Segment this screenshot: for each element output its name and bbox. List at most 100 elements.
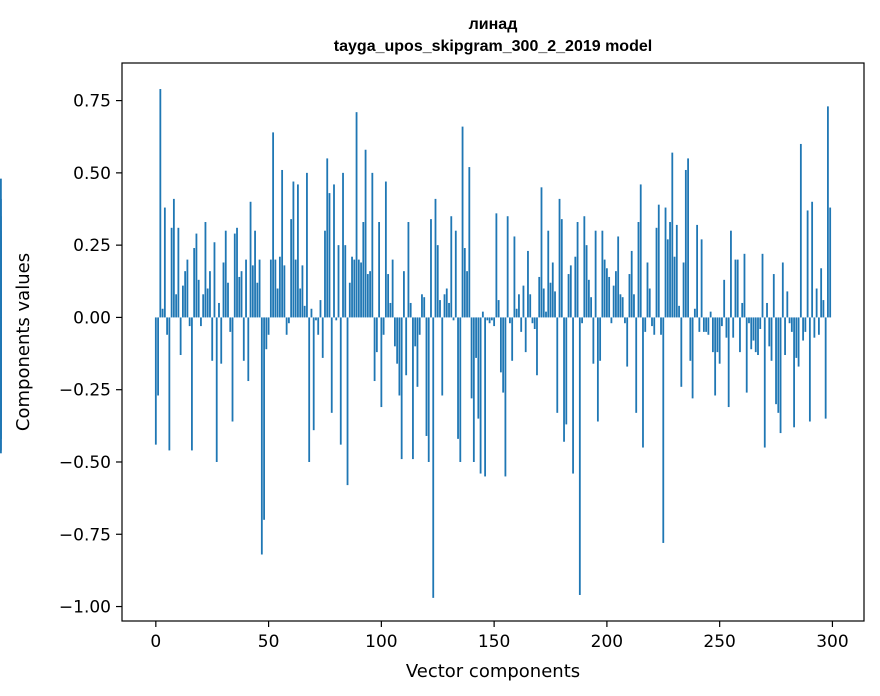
bar-192: [587, 279, 590, 318]
bar-240: [696, 224, 699, 318]
bar-7: [170, 227, 173, 318]
x-tick-label: 100: [365, 632, 397, 652]
bar-217: [644, 317, 647, 332]
bar-15: [188, 317, 191, 327]
x-tick-label: 0: [150, 632, 161, 652]
bar-180: [560, 219, 563, 318]
bar-152: [497, 300, 500, 318]
bar-112: [407, 222, 410, 318]
bar-232: [678, 305, 680, 318]
bar-45: [256, 282, 259, 318]
bar-70: [312, 317, 315, 431]
bar-213: [635, 317, 638, 413]
bar-175: [549, 282, 552, 318]
bar-290: [808, 317, 811, 422]
bar-160: [515, 308, 518, 318]
bar-129: [445, 288, 448, 318]
bar-291: [811, 201, 814, 318]
x-tick-label: 300: [816, 632, 848, 652]
bar-120: [425, 317, 428, 436]
bar-279: [784, 317, 786, 356]
bar-71: [315, 317, 317, 321]
bar-208: [624, 317, 626, 324]
bar-164: [524, 317, 527, 353]
bar-108: [398, 317, 401, 396]
bar-150: [493, 317, 496, 327]
bar-272: [768, 317, 771, 347]
bar-292: [813, 317, 816, 338]
bar-126: [439, 300, 441, 318]
bar-20: [200, 317, 202, 327]
bar-229: [671, 152, 674, 318]
bar-234: [682, 262, 685, 318]
bar-100: [380, 317, 383, 408]
bar-277: [779, 317, 782, 434]
bar-261: [743, 253, 746, 318]
bar-27: [215, 317, 218, 462]
bar-138: [466, 271, 468, 318]
bar-199: [603, 259, 606, 318]
bar-159: [513, 236, 516, 318]
bar-94: [366, 274, 369, 318]
bar-51: [269, 259, 272, 318]
bar-158: [511, 317, 514, 361]
bar-262: [745, 317, 748, 393]
bar-92: [362, 222, 365, 318]
bar-109: [400, 317, 403, 460]
bar-49: [265, 317, 268, 350]
bar-222: [655, 227, 658, 318]
bar-66: [303, 305, 306, 318]
bar-205: [617, 236, 620, 318]
bar-235: [684, 169, 687, 318]
bar-215: [639, 184, 642, 318]
bar-64: [299, 288, 302, 318]
bar-53: [274, 259, 277, 318]
bar-17: [193, 248, 196, 318]
bar-80: [335, 317, 338, 321]
bar-259: [739, 317, 741, 353]
bar-8: [172, 198, 175, 318]
bar-52: [272, 132, 275, 318]
bar-157: [509, 317, 511, 324]
bar-123: [432, 317, 435, 598]
bar-145: [481, 311, 484, 318]
bar-263: [748, 317, 750, 324]
bar-16: [191, 317, 193, 451]
bar-144: [479, 317, 482, 474]
bar-96: [371, 172, 374, 318]
bar-122: [430, 219, 432, 318]
bar-274: [772, 274, 775, 318]
bar-34: [231, 317, 234, 422]
bar-203: [612, 285, 615, 318]
bar-29: [220, 317, 223, 364]
bar-4: [163, 207, 166, 318]
bar-170: [538, 276, 541, 318]
bar-297: [824, 317, 827, 419]
bar-177: [554, 291, 556, 318]
bar-48: [263, 317, 265, 520]
bar-193: [590, 297, 593, 318]
bar-76: [326, 158, 329, 318]
y-tick-label: −0.25: [59, 381, 111, 401]
bar-125: [436, 245, 439, 318]
bar-249: [716, 317, 719, 353]
bar-139: [468, 167, 471, 318]
bar-118: [421, 294, 423, 318]
bar-116: [416, 317, 419, 387]
bar-31: [224, 230, 227, 318]
bar-87: [351, 256, 353, 318]
bar-147: [486, 317, 489, 321]
bar-153: [499, 317, 502, 373]
bar-171: [540, 187, 543, 318]
bar-86: [348, 282, 351, 318]
bar-189: [581, 317, 583, 324]
y-tick-label: −0.50: [59, 453, 111, 473]
bar-56: [281, 169, 284, 318]
bar-130: [448, 302, 450, 318]
bar-283: [793, 317, 795, 428]
bar-54: [276, 288, 279, 318]
bar-37: [238, 276, 241, 318]
bar-278: [781, 262, 784, 318]
bar-151: [495, 213, 498, 318]
bar-23: [206, 288, 209, 318]
